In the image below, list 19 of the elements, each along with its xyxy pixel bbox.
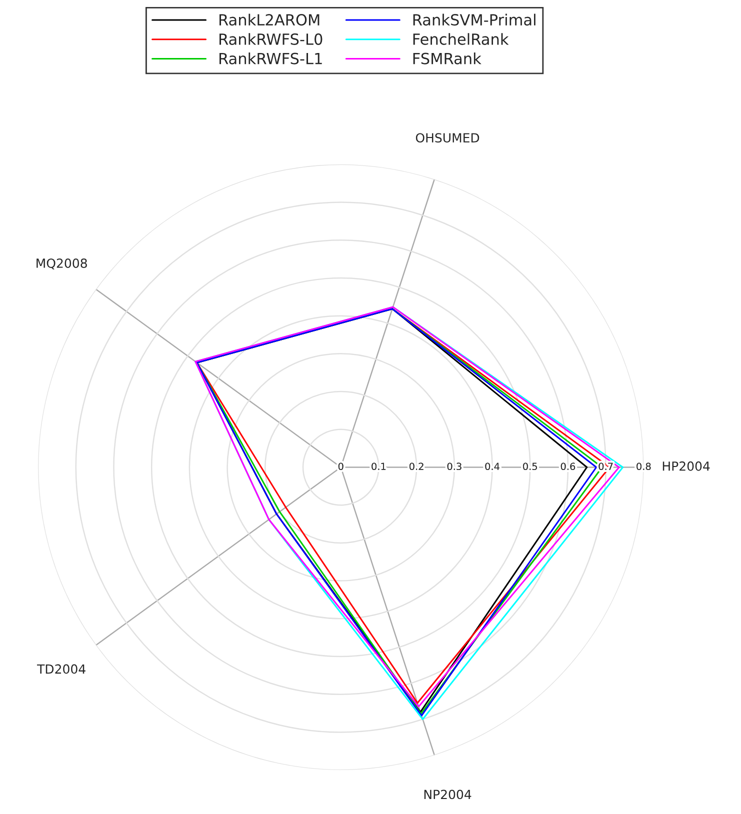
y-tick-label: 0.1	[372, 462, 386, 470]
legend-label: RankSVM-Primal	[413, 14, 536, 26]
y-tick-label: 0.3	[447, 462, 462, 470]
legend-label: RankRWFS-L1	[220, 52, 322, 64]
y-tick-label: 0.6	[560, 462, 576, 470]
spoke-label: HP2004	[662, 461, 710, 471]
legend-label: RankRWFS-L0	[220, 33, 322, 45]
legend-label: RankL2AROM	[220, 14, 320, 26]
y-tick-label: 0.5	[523, 462, 537, 470]
spoke-label: NP2004	[424, 790, 472, 800]
spoke-label: TD2004	[37, 664, 86, 674]
y-tick-label: 0.8	[636, 462, 651, 470]
legend-label: FSMRank	[413, 52, 482, 64]
y-tick-label: 0.2	[409, 462, 424, 470]
spoke-label: MQ2008	[36, 258, 87, 270]
y-tick-label: 0	[338, 462, 344, 470]
y-tick-label: 0.4	[485, 462, 500, 470]
legend-label: FenchelRank	[413, 33, 509, 45]
spoke-label: OHSUMED	[416, 133, 480, 143]
